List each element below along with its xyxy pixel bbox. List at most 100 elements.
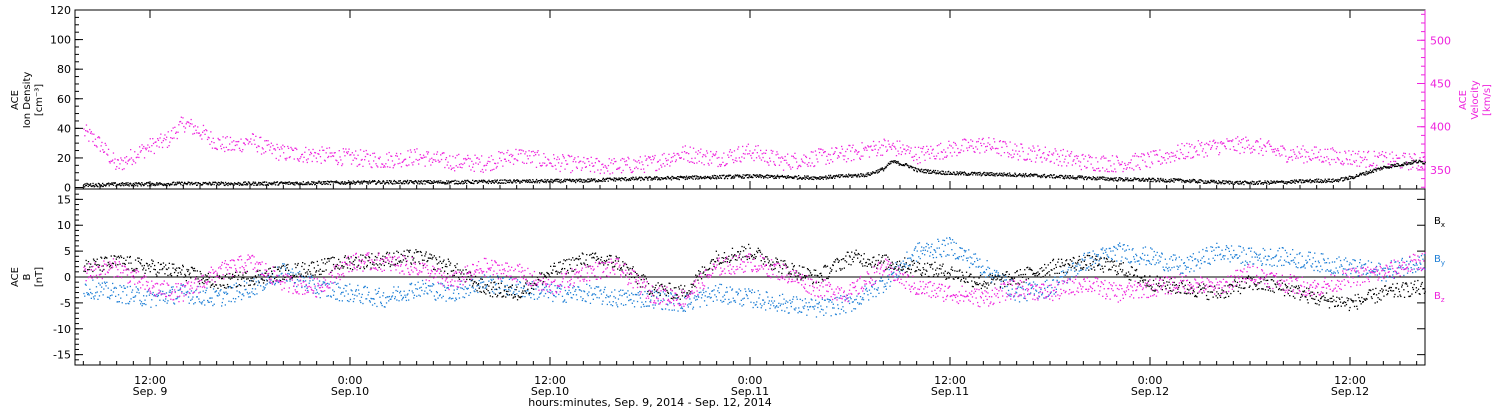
density-series-point [585,180,588,182]
velocity-series-point [281,148,283,150]
velocity-series-point [1041,161,1043,163]
velocity-series-point [395,155,397,157]
density-series-point [1155,180,1158,182]
velocity-series-point [262,148,264,150]
velocity-series-point [953,151,956,153]
density-series-point [1159,178,1161,180]
by-series-point [447,287,449,289]
density-series-point [391,182,393,184]
velocity-series-point [1282,147,1285,149]
velocity-series-point [500,160,502,162]
density-series-point [765,176,767,179]
velocity-series-point [1211,145,1213,147]
by-series-point [117,301,119,303]
density-series-point [1273,180,1275,182]
velocity-series-point [1288,156,1290,158]
velocity-series-point [646,158,648,160]
velocity-series-point [826,155,828,157]
density-series-point [86,183,89,185]
velocity-series-point [172,127,174,129]
velocity-series-point [99,150,101,152]
by-series-point [516,279,519,281]
density-series-point [607,177,609,179]
density-series-point [1108,179,1110,182]
density-series-point [1080,177,1082,179]
density-series-point [680,176,682,178]
density-series-point [1111,179,1114,181]
density-series-point [297,183,300,185]
density-series-point [1158,180,1160,182]
velocity-series-point [367,153,369,155]
density-series-point [553,180,555,182]
velocity-series-point [1037,145,1039,147]
velocity-series-point [116,159,119,161]
by-series-point [780,303,782,305]
velocity-series-point [606,167,608,169]
velocity-series-point [611,172,614,174]
velocity-series-point [538,154,540,156]
velocity-series-point [329,152,331,154]
velocity-series-point [517,153,520,155]
density-series-point [1355,175,1357,178]
velocity-series-point [947,147,949,149]
velocity-series-point [505,160,507,162]
density-series-point [1412,163,1414,165]
density-series-point [298,184,300,186]
velocity-series-point [438,161,440,163]
velocity-series-point [772,150,774,152]
density-series-point [1380,167,1382,169]
velocity-series-point [530,162,532,164]
by-series-point [714,285,717,287]
density-series-point [478,181,480,184]
density-series-point [1214,181,1217,183]
by-series-point [536,298,539,300]
velocity-series-point [787,153,789,155]
by-series-point [527,290,529,292]
velocity-series-point [1034,150,1036,152]
velocity-series-point [1154,154,1156,156]
density-series-point [1402,163,1404,165]
velocity-series-point [1062,148,1064,151]
velocity-series-point [256,151,259,153]
velocity-series-point [202,131,204,133]
velocity-ytick-label: 450 [1430,78,1451,91]
velocity-series-point [723,152,725,154]
velocity-series-point [486,162,488,164]
density-series-point [1014,173,1017,176]
velocity-series-point [227,149,229,151]
density-series-point [793,176,796,178]
velocity-series-point [981,138,983,141]
density-series-point [1284,182,1287,184]
velocity-series-point [110,160,112,162]
velocity-series-point [1234,149,1236,151]
by-series-point [615,302,617,304]
velocity-series-point [1237,143,1240,145]
density-series-point [584,180,586,182]
velocity-series-point [376,165,378,167]
by-series-point [257,284,259,286]
density-series-point [946,173,949,175]
velocity-series-point [373,160,375,162]
density-series-point [866,175,868,178]
velocity-series-point [286,157,288,159]
velocity-series-point [382,166,385,168]
density-series-point [250,184,253,186]
velocity-series-point [838,156,840,158]
velocity-series-point [1098,170,1100,172]
density-series-point [871,172,873,175]
density-series-point [1210,181,1212,183]
by-series-point [471,286,473,288]
by-series-point [261,272,263,274]
by-series-point [667,295,670,297]
density-series-point [248,181,250,183]
by-series-point [756,306,759,308]
density-axis-title-line: [cm⁻³] [34,84,45,116]
density-series-point [1092,176,1094,178]
by-series-point [105,285,107,287]
density-series-point [526,181,529,183]
density-series-point [353,182,355,184]
density-series-point [124,183,126,185]
velocity-series-point [952,147,954,149]
velocity-series-point [677,152,679,155]
by-series-point [720,299,722,302]
